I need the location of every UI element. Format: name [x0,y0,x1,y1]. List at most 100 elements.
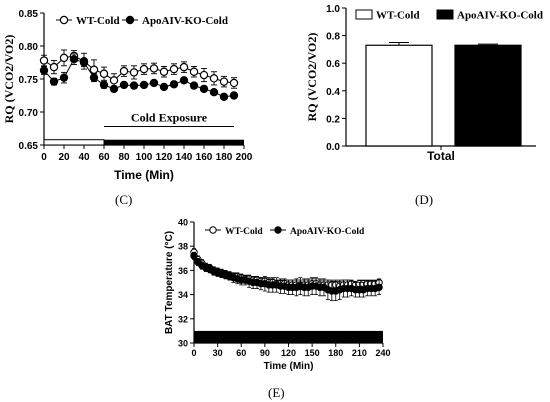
chart-e-x-tick-label: 210 [352,348,367,358]
chart-c-point [89,73,99,82]
chart-c-y-tick-label: 0.75 [19,75,39,86]
chart-c-y-tick-label: 0.70 [19,108,39,119]
chart-c-y-tick-label: 0.85 [19,9,39,20]
chart-d-y-tick-label: 0.4 [326,87,340,98]
chart-d-x-label: Total [427,149,455,163]
chart-c-legend-marker [59,15,69,25]
chart-e-y-tick-label: 34 [178,290,188,300]
chart-d-y-tick-label: 0.2 [326,114,340,125]
chart-e-y-tick-label: 36 [178,266,188,276]
chart-c-legend-marker [125,15,135,25]
chart-d-legend-swatch [355,9,373,20]
chart-c-point [159,82,169,92]
chart-c-point [219,92,229,102]
chart-e-x-tick-label: 180 [328,348,343,358]
chart-c-x-tick-label: 200 [236,152,253,163]
chart-c-point [49,77,59,86]
chart-c-point [209,87,219,97]
chart-e-x-label: Time (Min) [264,361,314,372]
chart-c-point [169,64,179,74]
chart-c-point [89,65,99,74]
chart-d: 0.0 0.2 0.4 0.6 0.8 1.0 WT-Cold ApoAIV-KO-Cold R… [305,4,543,163]
chart-c-x-tick-label: 40 [78,152,90,163]
chart-c-point [39,66,49,75]
chart-d-y-tick-label: 0.6 [326,59,340,70]
chart-c-y-tick-label: 0.65 [19,141,39,152]
chart-c-legend-label: WT-Cold [76,15,120,27]
chart-c-point [109,84,119,94]
chart-c-dark-phase-bar [104,139,244,145]
chart-e-y-tick-label: 30 [178,339,188,349]
chart-e-x-tick-label: 0 [191,348,196,358]
chart-c-x-tick-label: 60 [98,152,110,163]
chart-c-legend-label: ApoAIV-KO-Cold [142,15,228,27]
chart-c-point [199,84,209,94]
chart-c-point [49,62,59,72]
chart-e-point [190,252,198,260]
chart-c-point [139,80,149,90]
chart-c-point [59,53,69,63]
chart-c-point [129,68,139,77]
chart-c-x-tick-label: 20 [58,152,70,163]
chart-c-point [199,70,209,80]
chart-c-point [189,67,199,76]
panel-label-d: (D) [415,192,434,207]
chart-c-point [99,80,109,90]
chart-d-y-tick-label: 1.0 [326,4,340,15]
chart-c-y-tick-label: 0.80 [19,42,39,53]
chart-d-y-tick-label: 0.0 [326,142,340,153]
chart-c-x-label: Time (Min) [114,168,174,182]
chart-e-legend-label: ApoAIV-KO-Cold [290,227,365,237]
chart-c-point [59,73,69,82]
chart-e-x-tick-label: 90 [260,348,270,358]
chart-c-point [229,78,239,88]
chart-e-legend-marker [209,226,217,234]
chart-e-x-tick-label: 120 [281,348,296,358]
chart-c-x-tick-label: 80 [118,152,130,163]
chart-d-bar [365,44,433,147]
chart-c-x-tick-label: 160 [196,152,213,163]
chart-e-y-tick-label: 38 [178,242,188,252]
chart-c-point [109,76,119,85]
chart-c-y-label: RQ (VCO2/VO2) [2,35,16,124]
chart-d-bar [454,44,522,147]
chart-c-point [149,78,159,88]
chart-c-point [149,64,159,73]
chart-c-point [179,76,189,85]
chart-c-point [179,62,189,72]
chart-c-point [99,69,109,78]
chart-c-x-tick-label: 100 [136,152,153,163]
chart-c-point [119,80,129,90]
chart-d-y-label: RQ (VCO2/VO2) [305,33,319,122]
chart-c-point [39,56,49,65]
chart-d-legend-swatch [436,9,454,20]
chart-c-point [139,64,149,74]
chart-c-point [189,81,199,90]
chart-e-y-tick-label: 40 [178,218,188,228]
chart-e-point [375,283,383,292]
chart-c-light-phase-bar [43,139,105,146]
chart-c-point [79,58,89,67]
chart-c-point [129,81,139,90]
chart-c-point [229,91,239,100]
chart-e-legend-label: WT-Cold [225,227,263,237]
chart-d-y-tick-label: 0.8 [326,32,340,43]
panel-label-e: (E) [268,385,285,400]
chart-e-x-tick-label: 30 [213,348,223,358]
chart-c: 0.65 0.70 0.75 0.80 0.85 0 20 40 60 80 100 120 140 16… [2,9,253,182]
chart-d-legend-label: ApoAIV-KO-Cold [457,10,543,22]
chart-c-point [159,67,169,76]
chart-c-point [209,74,219,83]
chart-e-dark-bar [194,330,383,343]
panel-label-c: (C) [115,192,133,207]
chart-c-point [219,77,229,86]
chart-c-x-tick-label: 0 [41,152,47,163]
chart-c-x-tick-label: 140 [176,152,193,163]
chart-e-legend-marker [274,226,282,234]
chart-e-y-tick-label: 32 [178,314,188,324]
chart-e-x-tick-label: 240 [375,348,390,358]
chart-e-x-tick-label: 60 [236,348,246,358]
chart-e-y-label: BAT Temperature (°C) [164,231,175,334]
